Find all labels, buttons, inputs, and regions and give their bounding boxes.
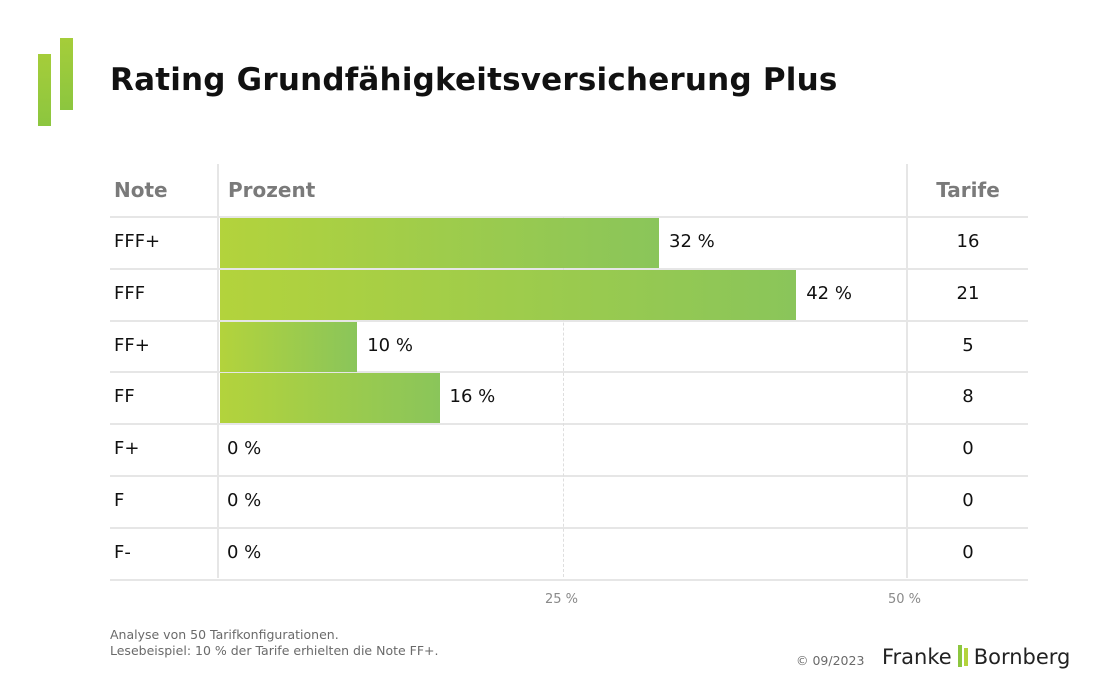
- x-tick-label: 50 %: [888, 592, 922, 607]
- column-divider-right: [906, 164, 908, 578]
- bar-value-label: 16 %: [449, 386, 496, 408]
- tariff-count: 0: [962, 489, 974, 511]
- row-separator: [110, 371, 1028, 374]
- bar: [220, 218, 660, 268]
- bar: [220, 269, 797, 320]
- brand-name-left: Franke: [882, 645, 952, 669]
- column-divider-left: [217, 164, 219, 578]
- row-note-label: FFF+: [114, 230, 161, 252]
- copyright: © 09/2023: [796, 653, 865, 668]
- row-separator: [110, 267, 1028, 270]
- bar-value-label: 0 %: [227, 489, 262, 511]
- row-separator: [110, 423, 1028, 426]
- gridline-25: [563, 217, 564, 577]
- header-percent: Prozent: [228, 178, 316, 202]
- row-note-label: F+: [114, 438, 140, 460]
- x-tick-label: 25 %: [545, 592, 579, 607]
- row-note-label: FF: [114, 386, 135, 408]
- row-note-label: FFF: [114, 282, 146, 304]
- logo-bar-left: [38, 54, 51, 126]
- row-note-label: F: [114, 489, 125, 511]
- brand-separator-icon-small: [963, 648, 968, 666]
- row-separator: [110, 475, 1028, 477]
- footnote-line-2: Lesebeispiel: 10 % der Tarife erhielten …: [110, 643, 439, 658]
- tariff-count: 21: [956, 282, 980, 304]
- row-separator: [110, 216, 1028, 218]
- header-note: Note: [114, 178, 168, 202]
- tariff-count: 8: [962, 386, 974, 408]
- tariff-count: 0: [962, 541, 974, 563]
- tariff-count: 0: [962, 438, 974, 460]
- row-note-label: F-: [114, 541, 131, 563]
- row-separator: [110, 319, 1028, 322]
- bar-value-label: 42 %: [806, 282, 852, 304]
- row-separator: [110, 578, 1028, 581]
- footnote-line-1: Analyse von 50 Tarifkonfigurationen.: [110, 627, 339, 642]
- bar-value-label: 0 %: [227, 541, 262, 563]
- bar-value-label: 0 %: [227, 438, 262, 460]
- bar: [220, 373, 440, 424]
- row-note-label: FF+: [114, 334, 150, 356]
- tariff-count: 16: [956, 230, 980, 252]
- brand-name-right: Bornberg: [973, 645, 1071, 669]
- chart-title: Rating Grundfähigkeitsversicherung Plus: [110, 62, 838, 98]
- bar: [220, 321, 358, 372]
- header-tariffs: Tarife: [936, 178, 1000, 202]
- tariff-count: 5: [962, 334, 974, 356]
- brand-separator-icon: [957, 645, 962, 667]
- bar-value-label: 10 %: [367, 334, 413, 356]
- bar-value-label: 32 %: [669, 230, 715, 252]
- brand-wordmark: Franke Bornberg: [882, 645, 1070, 669]
- row-separator: [110, 526, 1028, 529]
- logo-bar-right: [60, 38, 73, 110]
- brand-logo-mark: [38, 38, 76, 128]
